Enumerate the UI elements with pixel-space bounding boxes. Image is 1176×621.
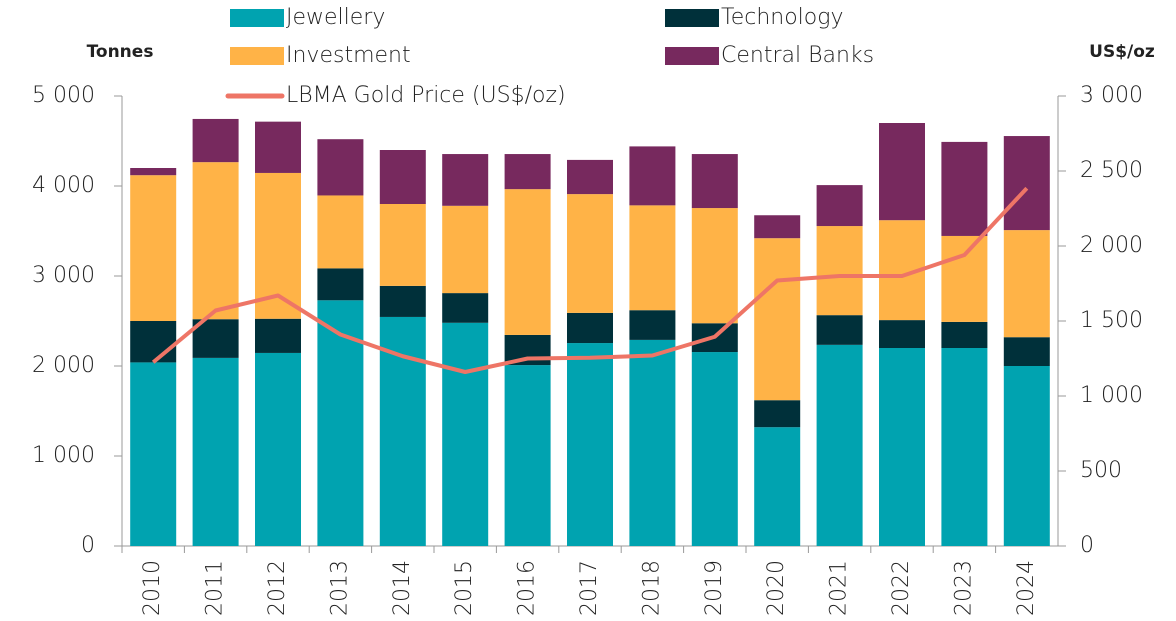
y2-tick-label: 1 000 <box>1080 383 1143 408</box>
y2-tick-label: 2 500 <box>1080 158 1143 183</box>
bar-segment <box>442 154 489 206</box>
bar-segment <box>1003 366 1050 546</box>
y-axis-title: Tonnes <box>87 42 154 62</box>
y-tick-label: 2 000 <box>32 353 95 378</box>
y2-tick-label: 2 000 <box>1080 233 1143 258</box>
bar-segment <box>255 352 301 546</box>
y2-tick-label: 3 000 <box>1080 83 1143 108</box>
bar-segment <box>317 139 364 196</box>
bar-segment <box>130 362 177 546</box>
bar-segment <box>941 141 988 236</box>
bar-segment <box>941 348 988 546</box>
y2-axis-title: US$/oz <box>1089 42 1155 62</box>
bar-segment <box>192 162 239 320</box>
x-tick-label: 2024 <box>1014 560 1039 616</box>
legend-swatch <box>665 47 719 65</box>
bar-segment <box>192 118 239 163</box>
bar-segment <box>379 150 426 204</box>
x-tick-label: 2021 <box>827 560 852 616</box>
bar-segment <box>504 189 551 335</box>
x-tick-label: 2020 <box>764 560 789 616</box>
bar-segment <box>879 123 925 221</box>
bar-segment <box>629 310 676 340</box>
legend-swatch <box>665 9 719 27</box>
legend-swatch <box>230 9 284 27</box>
bar-segment <box>754 400 801 428</box>
y-tick-label: 4 000 <box>32 173 95 198</box>
x-tick-label: 2018 <box>639 560 664 616</box>
bar-segment <box>379 285 426 317</box>
bar-segment <box>629 339 676 546</box>
bar-segment <box>754 238 801 401</box>
bar-segment <box>567 312 613 344</box>
x-tick-label: 2013 <box>327 560 352 616</box>
bar-segment <box>379 204 426 286</box>
bar-segment <box>130 321 177 363</box>
bar-segment <box>504 154 551 190</box>
bar-segment <box>1003 337 1050 366</box>
x-tick-label: 2016 <box>515 560 540 616</box>
bar-segment <box>442 293 489 323</box>
bar-segment <box>567 343 613 546</box>
x-tick-label: 2022 <box>889 560 914 616</box>
x-tick-label: 2019 <box>702 560 727 616</box>
bar-segment <box>691 208 738 324</box>
bar-segment <box>629 146 676 206</box>
bar-segment <box>941 235 988 322</box>
legend-swatch <box>230 47 284 65</box>
bar-segment <box>317 195 364 269</box>
x-tick-label: 2010 <box>140 560 165 616</box>
legend-label: LBMA Gold Price (US$/oz) <box>286 83 566 108</box>
bar-segment <box>754 215 801 239</box>
x-tick-label: 2015 <box>452 560 477 616</box>
bar-segment <box>317 300 364 546</box>
x-tick-label: 2017 <box>577 560 602 616</box>
bar-segment <box>1003 136 1050 231</box>
bar-segment <box>879 348 925 546</box>
bar-segment <box>691 352 738 546</box>
legend-label: Technology <box>721 5 843 30</box>
bar-segment <box>567 194 613 313</box>
y-tick-label: 1 000 <box>32 443 95 468</box>
bar-segment <box>816 344 863 546</box>
legend-label: Jewellery <box>286 5 385 30</box>
bar-segment <box>442 322 489 546</box>
bar-segment <box>816 185 863 227</box>
legend-label: Investment <box>286 43 411 68</box>
bar-segment <box>879 320 925 348</box>
bar-segment <box>629 205 676 311</box>
bar-segment <box>691 154 738 209</box>
x-tick-label: 2011 <box>203 560 228 616</box>
x-tick-label: 2012 <box>265 560 290 616</box>
bar-segment <box>816 315 863 345</box>
bar-segment <box>504 365 551 546</box>
bar-segment <box>754 427 801 546</box>
y2-tick-label: 1 500 <box>1080 308 1143 333</box>
x-tick-label: 2023 <box>951 560 976 616</box>
price-line <box>151 186 1029 374</box>
bar-segment <box>130 175 177 321</box>
bar-segment <box>941 321 988 348</box>
bar-segment <box>130 168 177 176</box>
legend-label: Central Banks <box>721 43 874 68</box>
y-tick-label: 3 000 <box>32 263 95 288</box>
bar-segment <box>442 205 489 294</box>
y-tick-label: 5 000 <box>32 83 95 108</box>
bar-segment <box>255 121 301 173</box>
bar-segment <box>567 159 613 195</box>
y2-tick-label: 0 <box>1080 533 1094 558</box>
bar-segment <box>317 268 364 301</box>
x-tick-label: 2014 <box>390 560 415 616</box>
bar-segment <box>1003 230 1050 338</box>
bar-segment <box>192 357 239 546</box>
y2-tick-label: 500 <box>1080 458 1122 483</box>
bar-segment <box>816 226 863 316</box>
bar-segment <box>255 318 301 353</box>
y-tick-label: 0 <box>81 533 95 558</box>
